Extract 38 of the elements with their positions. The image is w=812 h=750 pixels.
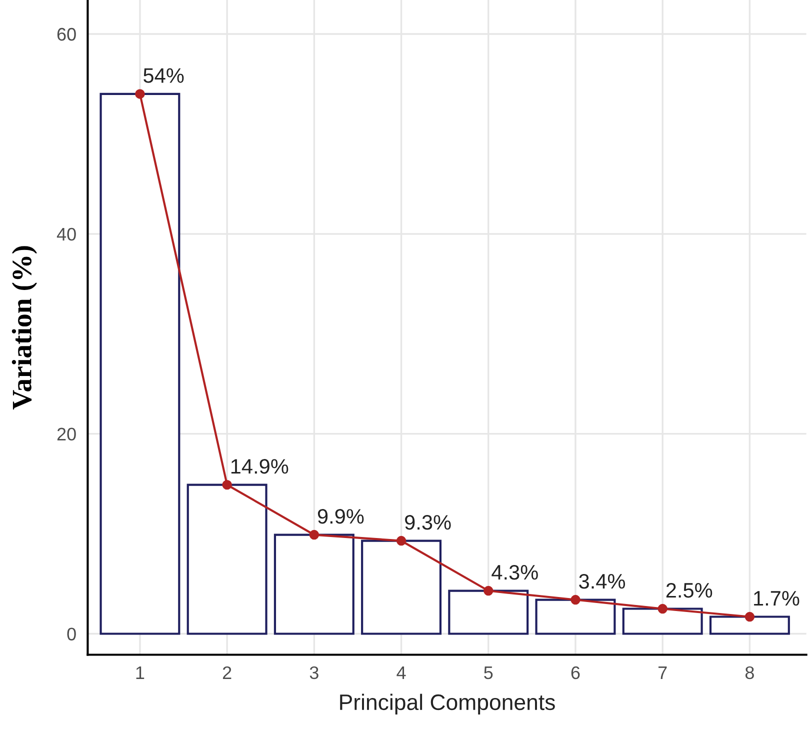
bar [709, 616, 790, 635]
point [135, 89, 145, 99]
y-tick-label: 40 [56, 228, 76, 241]
x-tick-label: 4 [396, 666, 406, 679]
data-label: 54% [144, 68, 184, 83]
data-label: 4.3% [492, 564, 538, 580]
bar [361, 540, 442, 635]
bar [448, 590, 529, 635]
x-tick-label: 7 [658, 666, 667, 679]
point [396, 536, 406, 546]
point [222, 480, 232, 490]
x-tick-label: 8 [745, 666, 754, 680]
x-axis-title: Principal Components [340, 694, 555, 715]
bar [535, 598, 616, 635]
bar [100, 92, 180, 635]
x-tick-label: 3 [310, 666, 318, 680]
data-label: 9.3% [405, 514, 451, 530]
point [570, 594, 580, 605]
y-axis-title: Variation (%) [12, 246, 38, 410]
point [658, 604, 668, 614]
point [309, 530, 320, 540]
bar [622, 608, 703, 635]
x-tick-label: 1 [136, 666, 144, 679]
x-tick-label: 2 [222, 666, 232, 679]
y-tick-label: 20 [57, 428, 76, 441]
data-label: 3.4% [579, 574, 626, 589]
point [484, 586, 494, 596]
bar [186, 484, 268, 635]
bar [274, 534, 354, 635]
data-label: 9.9% [318, 508, 364, 524]
x-tick-label: 6 [571, 666, 580, 680]
data-label: 2.5% [666, 582, 712, 598]
data-label: 1.7% [754, 591, 800, 606]
y-tick-label: 60 [57, 28, 76, 41]
point [744, 612, 755, 622]
data-label: 14.9% [231, 459, 288, 474]
y-tick-label: 0 [67, 628, 76, 640]
x-tick-label: 5 [484, 666, 493, 680]
